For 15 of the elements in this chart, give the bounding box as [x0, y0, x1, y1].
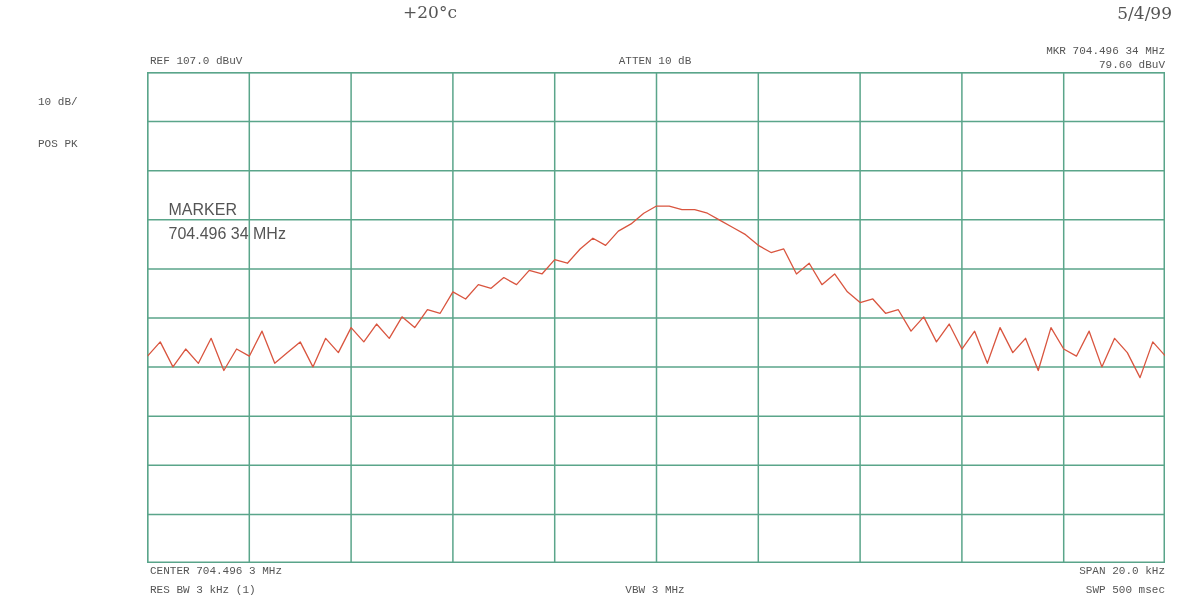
text: +20°c: [403, 0, 457, 24]
text: VBW 3 MHz: [625, 583, 685, 599]
text: POS PK: [38, 137, 78, 153]
text: REF 107.0 dBuV: [150, 54, 243, 70]
annotation: MARKER: [168, 201, 237, 218]
text: 79.60 dBuV: [1098, 58, 1165, 74]
text: RES BW 3 kHz (1): [150, 583, 256, 599]
annotation: 704.496 34 MHz: [168, 225, 286, 242]
text: CENTER 704.496 3 MHz: [150, 564, 283, 580]
text: ATTEN 10 dB: [618, 54, 692, 70]
text: 10 dB/: [38, 95, 78, 111]
text: SWP 500 msec: [1085, 583, 1165, 599]
text: MKR 704.496 34 MHz: [1046, 44, 1165, 60]
text: 5/4/99: [1117, 1, 1172, 25]
text: SPAN 20.0 kHz: [1079, 564, 1165, 580]
